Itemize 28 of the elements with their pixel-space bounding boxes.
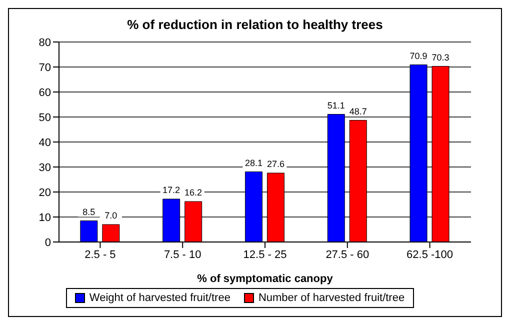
- x-tick-label: 7.5 - 10: [164, 248, 202, 261]
- y-tick-label: 10: [38, 212, 51, 224]
- y-tick-label: 20: [38, 186, 51, 199]
- x-tick-label: 27.5 - 60: [326, 248, 370, 261]
- x-tick-label: 62.5 -100: [406, 248, 454, 261]
- data-label: 70.9: [410, 50, 428, 61]
- y-tick-label: 60: [38, 86, 51, 99]
- legend-label: Weight of harvested fruit/tree: [88, 292, 230, 304]
- data-label: 8.5: [82, 206, 96, 217]
- x-tick-label: 12.5 - 25: [243, 248, 287, 261]
- data-label: 48.7: [349, 106, 367, 116]
- y-tick-label: 30: [38, 162, 51, 174]
- y-tick-label: 80: [38, 36, 51, 49]
- y-tick-label: 0: [44, 236, 51, 249]
- data-label: 7.0: [104, 210, 118, 220]
- y-tick-label: 50: [38, 112, 51, 124]
- data-label: 70.3: [432, 52, 450, 62]
- x-tick-label: 2.5 - 5: [84, 248, 116, 261]
- data-label: 28.1: [244, 158, 262, 168]
- y-tick-label: 70: [38, 62, 51, 74]
- data-label: 51.1: [327, 100, 345, 110]
- x-axis-title: % of symptomatic canopy: [197, 273, 334, 285]
- data-label: 27.6: [266, 159, 284, 169]
- y-tick-label: 40: [38, 136, 51, 149]
- data-label: 16.2: [184, 188, 202, 198]
- legend-label: Number of harvested fruit/tree: [257, 292, 405, 304]
- data-label: 17.2: [162, 185, 180, 195]
- chart-title: % of reduction in relation to healthy trees: [126, 17, 384, 32]
